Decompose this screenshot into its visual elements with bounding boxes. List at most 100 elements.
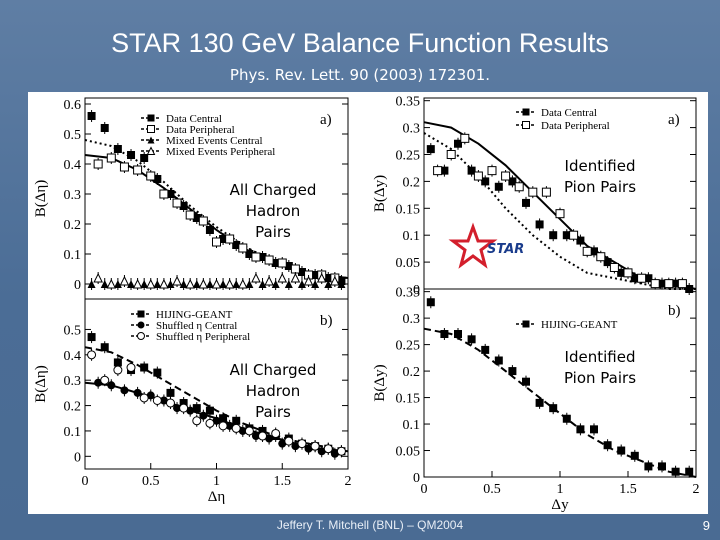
data-marker [244,426,254,436]
data-marker [126,363,136,373]
data-marker [623,268,633,278]
data-marker [522,198,530,207]
data-marker [219,235,228,243]
data-marker [265,434,274,443]
data-marker [140,280,149,288]
slide-footer: Jeffery T. Mitchell (BNL) – QM2004 [276,518,464,532]
data-marker [685,467,694,476]
data-marker [590,247,598,256]
y-tick-label: 0.5 [64,128,82,143]
figure-svg: 00.10.20.30.40.50.6B(Δη)a)Data CentralDa… [33,95,700,513]
data-marker [192,214,201,222]
data-marker [106,278,117,289]
data-marker [132,278,143,289]
data-marker [251,272,261,283]
data-marker [569,230,579,240]
data-marker [582,246,592,256]
series-mixed-events-peripheral [93,272,340,290]
data-marker [297,439,307,449]
data-marker [522,121,530,129]
data-marker [487,166,497,176]
data-marker [258,431,268,441]
chart-panel-y-b: 00.050.10.150.20.250.30.350 0.5 1 1.5 2B(Δy)… [372,286,700,513]
annotation-charged-top: All Charged Hadron Pairs [230,181,317,241]
data-marker [562,231,571,240]
data-marker [198,216,208,226]
data-marker [107,381,116,390]
data-marker [140,154,149,162]
data-marker [522,108,530,116]
star-logo-shape [448,222,498,269]
data-marker [609,262,619,272]
data-marker [630,274,639,283]
data-marker [127,151,136,159]
x-axis-label: Δy [551,497,569,513]
y-tick-label: 0.5 [64,323,82,338]
data-marker [535,220,544,229]
data-marker [528,187,538,197]
data-marker [271,428,281,438]
annotation-pion-bottom: Identified Pion Pairs [564,348,636,387]
data-marker [94,378,103,387]
data-marker [224,278,235,289]
y-tick-label: 0.05 [396,445,421,460]
data-marker [205,418,215,428]
slide-subtitle: Phys. Rev. Lett. 90 (2003) 172301. [229,66,491,84]
y-tick-label: 0.3 [403,312,421,327]
data-marker [146,171,156,181]
data-marker [251,252,261,262]
data-marker [153,368,162,377]
data-marker [87,280,96,288]
star-logo: STAR [448,222,524,269]
annotation-line: Identified [565,157,636,175]
panel-label: a) [320,112,332,128]
series-data-peripheral [93,152,340,284]
y-tick-label: 0.1 [403,229,421,244]
x-tick-label: 0.5 [142,474,160,489]
data-marker [205,226,214,234]
data-marker [650,279,660,289]
legend-label: Shuffled η Central [156,320,237,332]
data-marker [440,330,449,339]
data-marker [508,177,517,186]
data-marker [198,278,209,289]
y-tick-label: 0 [74,450,81,465]
data-marker [205,280,214,288]
y-axis-label: B(Δy) [372,364,388,401]
y-tick-label: 0.35 [396,286,421,301]
data-marker [199,411,208,420]
data-marker [562,414,571,423]
series-data-peripheral [433,132,687,290]
data-marker [317,447,326,456]
data-marker [671,467,680,476]
y-tick-label: 0.25 [396,148,421,163]
data-marker [232,241,241,249]
y-tick-label: 0 [413,471,420,486]
data-marker [555,209,565,219]
slide-title: STAR 130 GeV Balance Function Results [111,28,609,58]
data-marker [297,280,306,288]
data-marker [426,145,435,154]
data-marker [140,363,149,372]
x-tick-label: 1.5 [274,474,292,489]
data-marker [297,268,306,276]
panel-label: b) [668,303,681,319]
x-tick-label: 1.5 [619,482,637,497]
x-tick-label: 2 [345,474,352,489]
data-marker [677,279,687,289]
data-marker [212,237,221,247]
chart-panel-eta-b: 0 0.1 0.2 0.3 0.4 0.5 0 0.5 1 1.5 2 B(Δη) Δη b) HIJING… [33,298,352,505]
data-marker [159,189,169,199]
curve-fit-peripheral [423,132,696,290]
data-marker [232,416,241,425]
series-shuffled-peripheral [87,348,346,458]
x-tick-label: 0 [82,474,89,489]
data-marker [225,421,234,430]
data-marker [278,439,287,448]
y-tick-label: 0.6 [64,98,82,113]
data-marker [87,112,96,120]
data-marker [231,423,241,433]
data-marker [137,321,145,329]
data-marker [440,166,449,175]
data-marker [494,182,503,191]
